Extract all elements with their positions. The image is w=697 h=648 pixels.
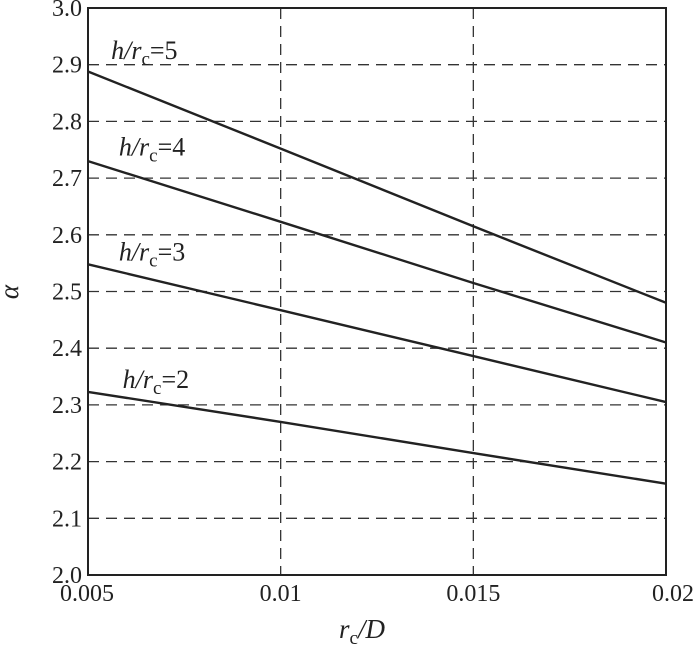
x-tick-label: 0.02: [652, 581, 694, 607]
y-axis-label: α: [0, 284, 24, 299]
series-line-3: [87, 263, 667, 404]
grid: [88, 8, 666, 575]
y-tick-label: 2.8: [52, 109, 82, 135]
x-axis-label-main: r: [339, 614, 350, 644]
y-tick-label: 2.5: [52, 280, 82, 306]
series-label-4: h/rc=2: [123, 365, 189, 399]
series-labels: h/rc=5 h/rc=4 h/rc=3 h/rc=2: [111, 36, 189, 399]
y-tick-label: 2.0: [52, 563, 82, 589]
x-tick-label: 0.01: [260, 581, 302, 607]
y-tick-label: 2.3: [52, 393, 82, 419]
y-tick-label: 2.4: [52, 336, 82, 362]
x-axis-label-sub: c: [350, 628, 358, 648]
plot-frame: [87, 7, 667, 576]
x-axis-label-tail: /D: [356, 614, 386, 644]
y-tick-label: 2.6: [52, 223, 82, 249]
x-tick-label: 0.015: [446, 581, 500, 607]
y-tick-label: 2.2: [52, 450, 82, 476]
series-lines: [87, 70, 667, 485]
x-axis-label: rc/D: [339, 614, 385, 648]
series-line-2: [87, 159, 667, 344]
y-tick-label: 2.9: [52, 53, 82, 79]
y-tick-label: 2.7: [52, 166, 82, 192]
series-label-2: h/rc=4: [119, 132, 185, 166]
y-tick-label: 3.0: [52, 0, 82, 22]
x-tick-label: 0.005: [60, 581, 114, 607]
series-label-1: h/rc=5: [111, 36, 177, 70]
y-tick-label: 2.1: [52, 506, 82, 532]
y-tick-labels: 2.0 2.1 2.2 2.3 2.4 2.5 2.6 2.7 2.8 2.9 3.0: [52, 0, 82, 589]
series-line-1: [87, 70, 667, 304]
series-label-3: h/rc=3: [119, 237, 185, 271]
x-tick-labels: 0.005 0.01 0.015 0.02: [60, 581, 694, 607]
series-line-4: [87, 390, 667, 485]
